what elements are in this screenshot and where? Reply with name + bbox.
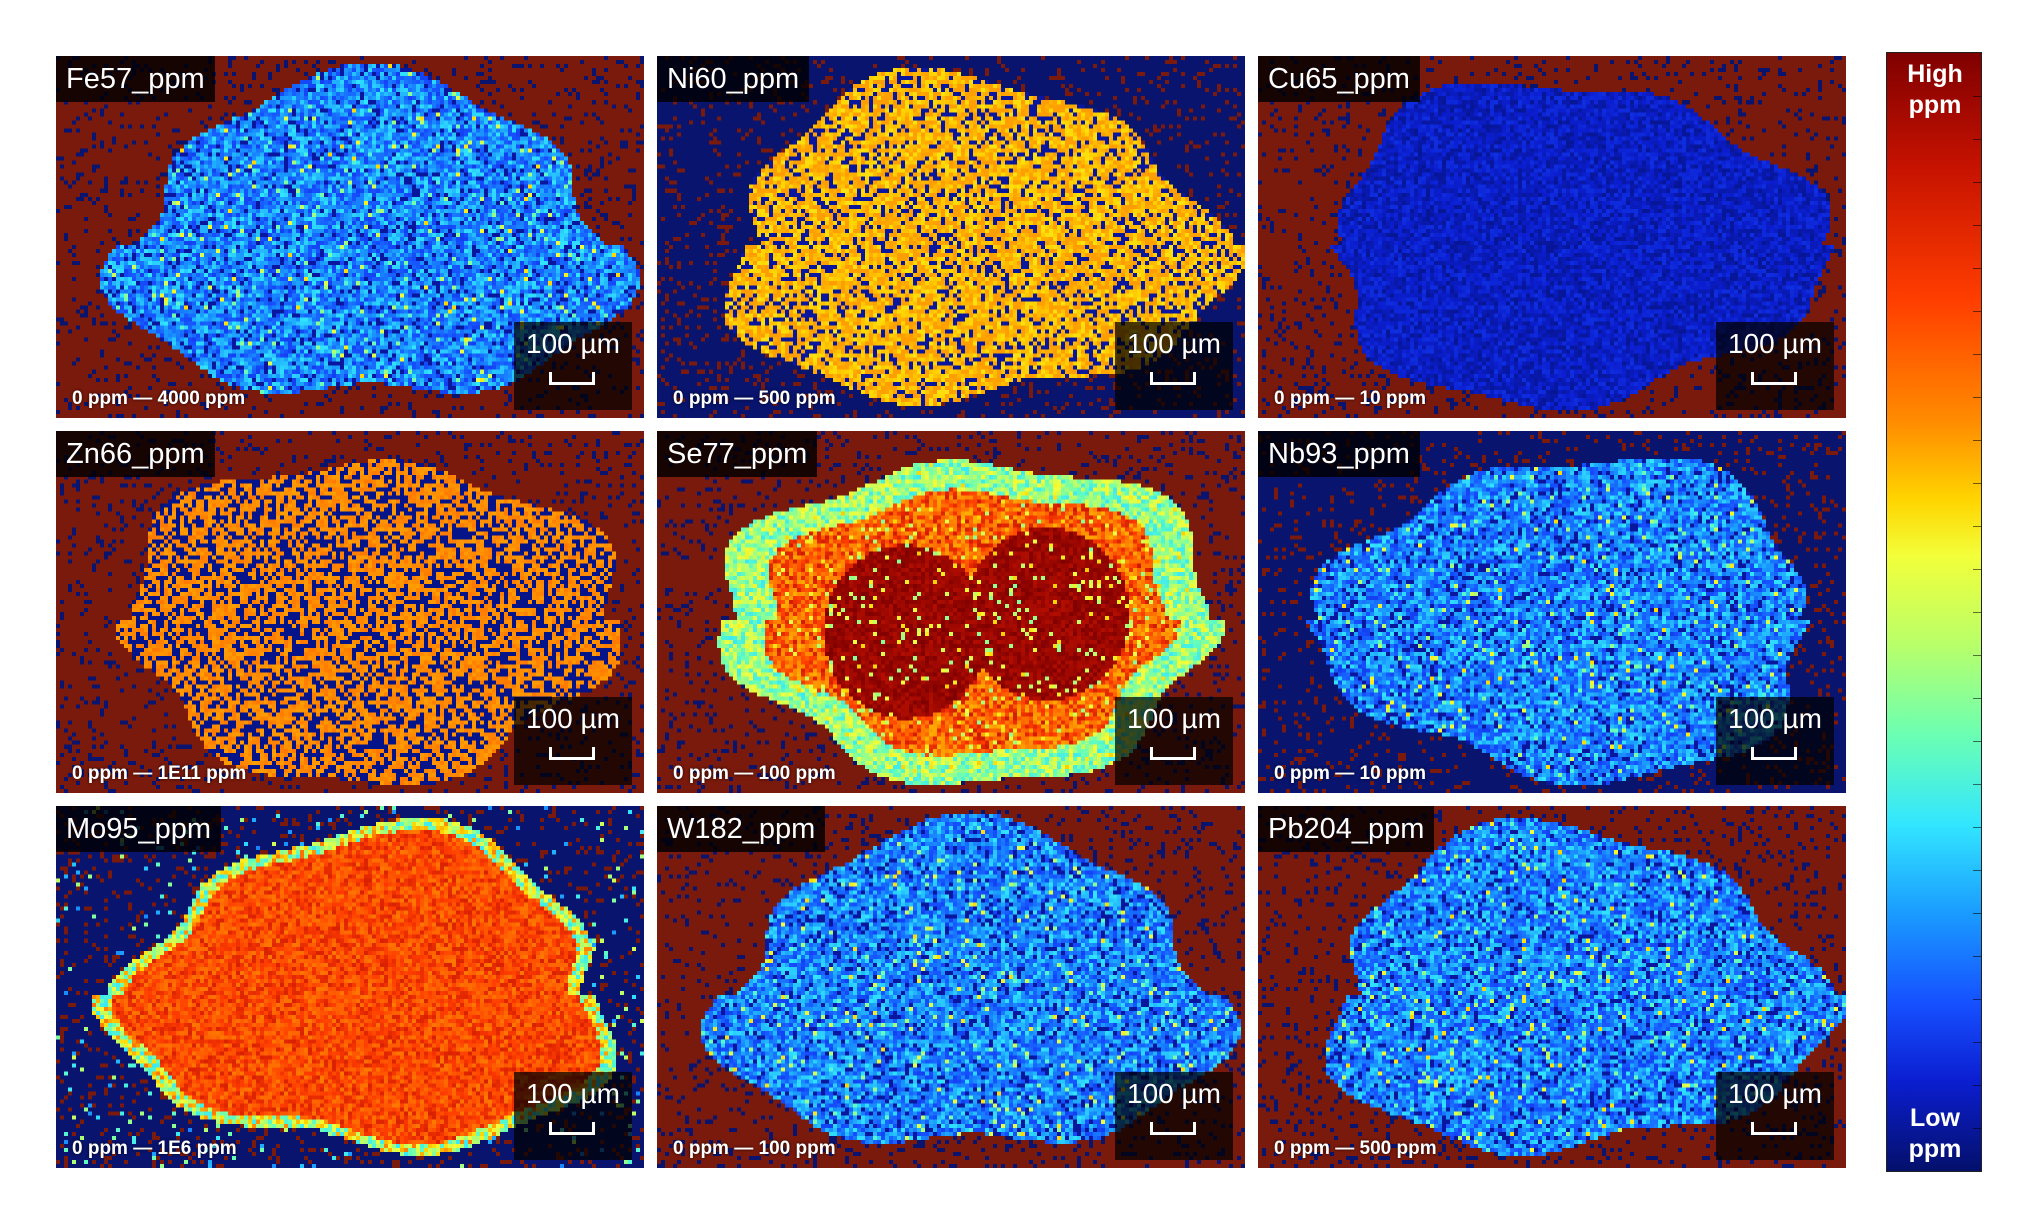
scale-bar-box: 100 µm [1716,697,1834,785]
colorbar-tick [1973,96,1981,97]
panel-title: Zn66_ppm [56,431,215,477]
panel-ni60: Ni60_ppm 0 ppm — 500 ppm 100 µm [657,56,1245,418]
scale-bar [1150,372,1196,385]
range-label: 0 ppm — 10 ppm [1274,388,1427,409]
scale-bar-box: 100 µm [514,697,632,785]
colorbar-tick [1973,698,1981,699]
colorbar-low-line2: ppm [1908,1135,1962,1163]
scale-bar-box: 100 µm [1115,322,1233,410]
scale-bar [549,1122,595,1135]
range-label: 0 ppm — 100 ppm [673,1138,836,1159]
colorbar-high-label: High ppm [1887,59,1983,121]
colorbar-tick [1973,1042,1981,1043]
colorbar-ticks [1973,53,1981,1171]
colorbar-low-label: Low ppm [1887,1103,1983,1165]
panel-title: Cu65_ppm [1258,56,1420,102]
colorbar-tick [1973,483,1981,484]
colorbar-tick [1973,869,1981,871]
colorbar-high-line2: ppm [1908,91,1962,119]
panel-title: W182_ppm [657,806,826,852]
colorbar-tick [1973,139,1981,140]
scale-bar [1751,747,1797,760]
colorbar-tick [1973,827,1981,828]
scale-bar-box: 100 µm [514,1072,632,1160]
scale-bar-box: 100 µm [1115,697,1233,785]
panel-w182: W182_ppm 0 ppm — 100 ppm 100 µm [657,806,1245,1168]
colorbar-tick [1973,784,1981,785]
panel-title: Se77_ppm [657,431,818,477]
panel-title: Mo95_ppm [56,806,222,852]
scale-bar [1150,747,1196,760]
scale-bar-box: 100 µm [1716,1072,1834,1160]
scale-bar-label: 100 µm [1127,328,1221,359]
colorbar-high-line1: High [1907,60,1963,88]
panel-pb204: Pb204_ppm 0 ppm — 500 ppm 100 µm [1258,806,1846,1168]
colorbar-tick [1973,655,1981,656]
colorbar-tick [1973,397,1981,398]
scale-bar [549,372,595,385]
colorbar-tick [1973,311,1981,312]
scale-bar-label: 100 µm [1127,1078,1221,1109]
scale-bar [1150,1122,1196,1135]
colorbar-tick [1973,526,1981,527]
scale-bar-label: 100 µm [1728,1078,1822,1109]
range-label: 0 ppm — 1E11 ppm [72,763,247,784]
colorbar-tick [1973,354,1981,355]
scale-bar-label: 100 µm [526,1078,620,1109]
panel-fe57: Fe57_ppm 0 ppm — 4000 ppm 100 µm [56,56,644,418]
panel-zn66: Zn66_ppm 0 ppm — 1E11 ppm 100 µm [56,431,644,793]
colorbar-tick [1973,1085,1981,1086]
panel-title: Nb93_ppm [1258,431,1420,477]
panel-title: Ni60_ppm [657,56,810,102]
scale-bar-label: 100 µm [1728,328,1822,359]
range-label: 0 ppm — 1E6 ppm [72,1138,237,1159]
scale-bar-box: 100 µm [514,322,632,410]
scale-bar [1751,372,1797,385]
colorbar-tick [1973,913,1981,914]
scale-bar-box: 100 µm [1115,1072,1233,1160]
scale-bar-label: 100 µm [526,703,620,734]
colorbar-tick [1973,1128,1981,1129]
colorbar-tick [1973,440,1981,441]
range-label: 0 ppm — 4000 ppm [72,388,246,409]
panel-nb93: Nb93_ppm 0 ppm — 10 ppm 100 µm [1258,431,1846,793]
colorbar-low-line1: Low [1910,1104,1960,1132]
panel-cu65: Cu65_ppm 0 ppm — 10 ppm 100 µm [1258,56,1846,418]
range-label: 0 ppm — 10 ppm [1274,763,1427,784]
panel-mo95: Mo95_ppm 0 ppm — 1E6 ppm 100 µm [56,806,644,1168]
scale-bar [549,747,595,760]
colorbar-tick [1973,569,1981,570]
range-label: 0 ppm — 500 ppm [673,388,836,409]
colorbar-tick [1973,999,1981,1000]
colorbar-tick [1973,741,1981,742]
colorbar-tick [1973,225,1981,226]
scale-bar-label: 100 µm [1728,703,1822,734]
panel-se77: Se77_ppm 0 ppm — 100 ppm 100 µm [657,431,1245,793]
range-label: 0 ppm — 500 ppm [1274,1138,1437,1159]
colorbar-tick [1973,182,1981,183]
range-label: 0 ppm — 100 ppm [673,763,836,784]
scale-bar-label: 100 µm [1127,703,1221,734]
panel-title: Fe57_ppm [56,56,215,102]
scale-bar [1751,1122,1797,1135]
panel-title: Pb204_ppm [1258,806,1435,852]
scale-bar-label: 100 µm [526,328,620,359]
colorbar-tick [1973,956,1981,957]
colorbar-tick [1973,268,1981,269]
colorbar: High ppm Low ppm [1886,52,1982,1172]
scale-bar-box: 100 µm [1716,322,1834,410]
colorbar-tick [1973,612,1981,613]
